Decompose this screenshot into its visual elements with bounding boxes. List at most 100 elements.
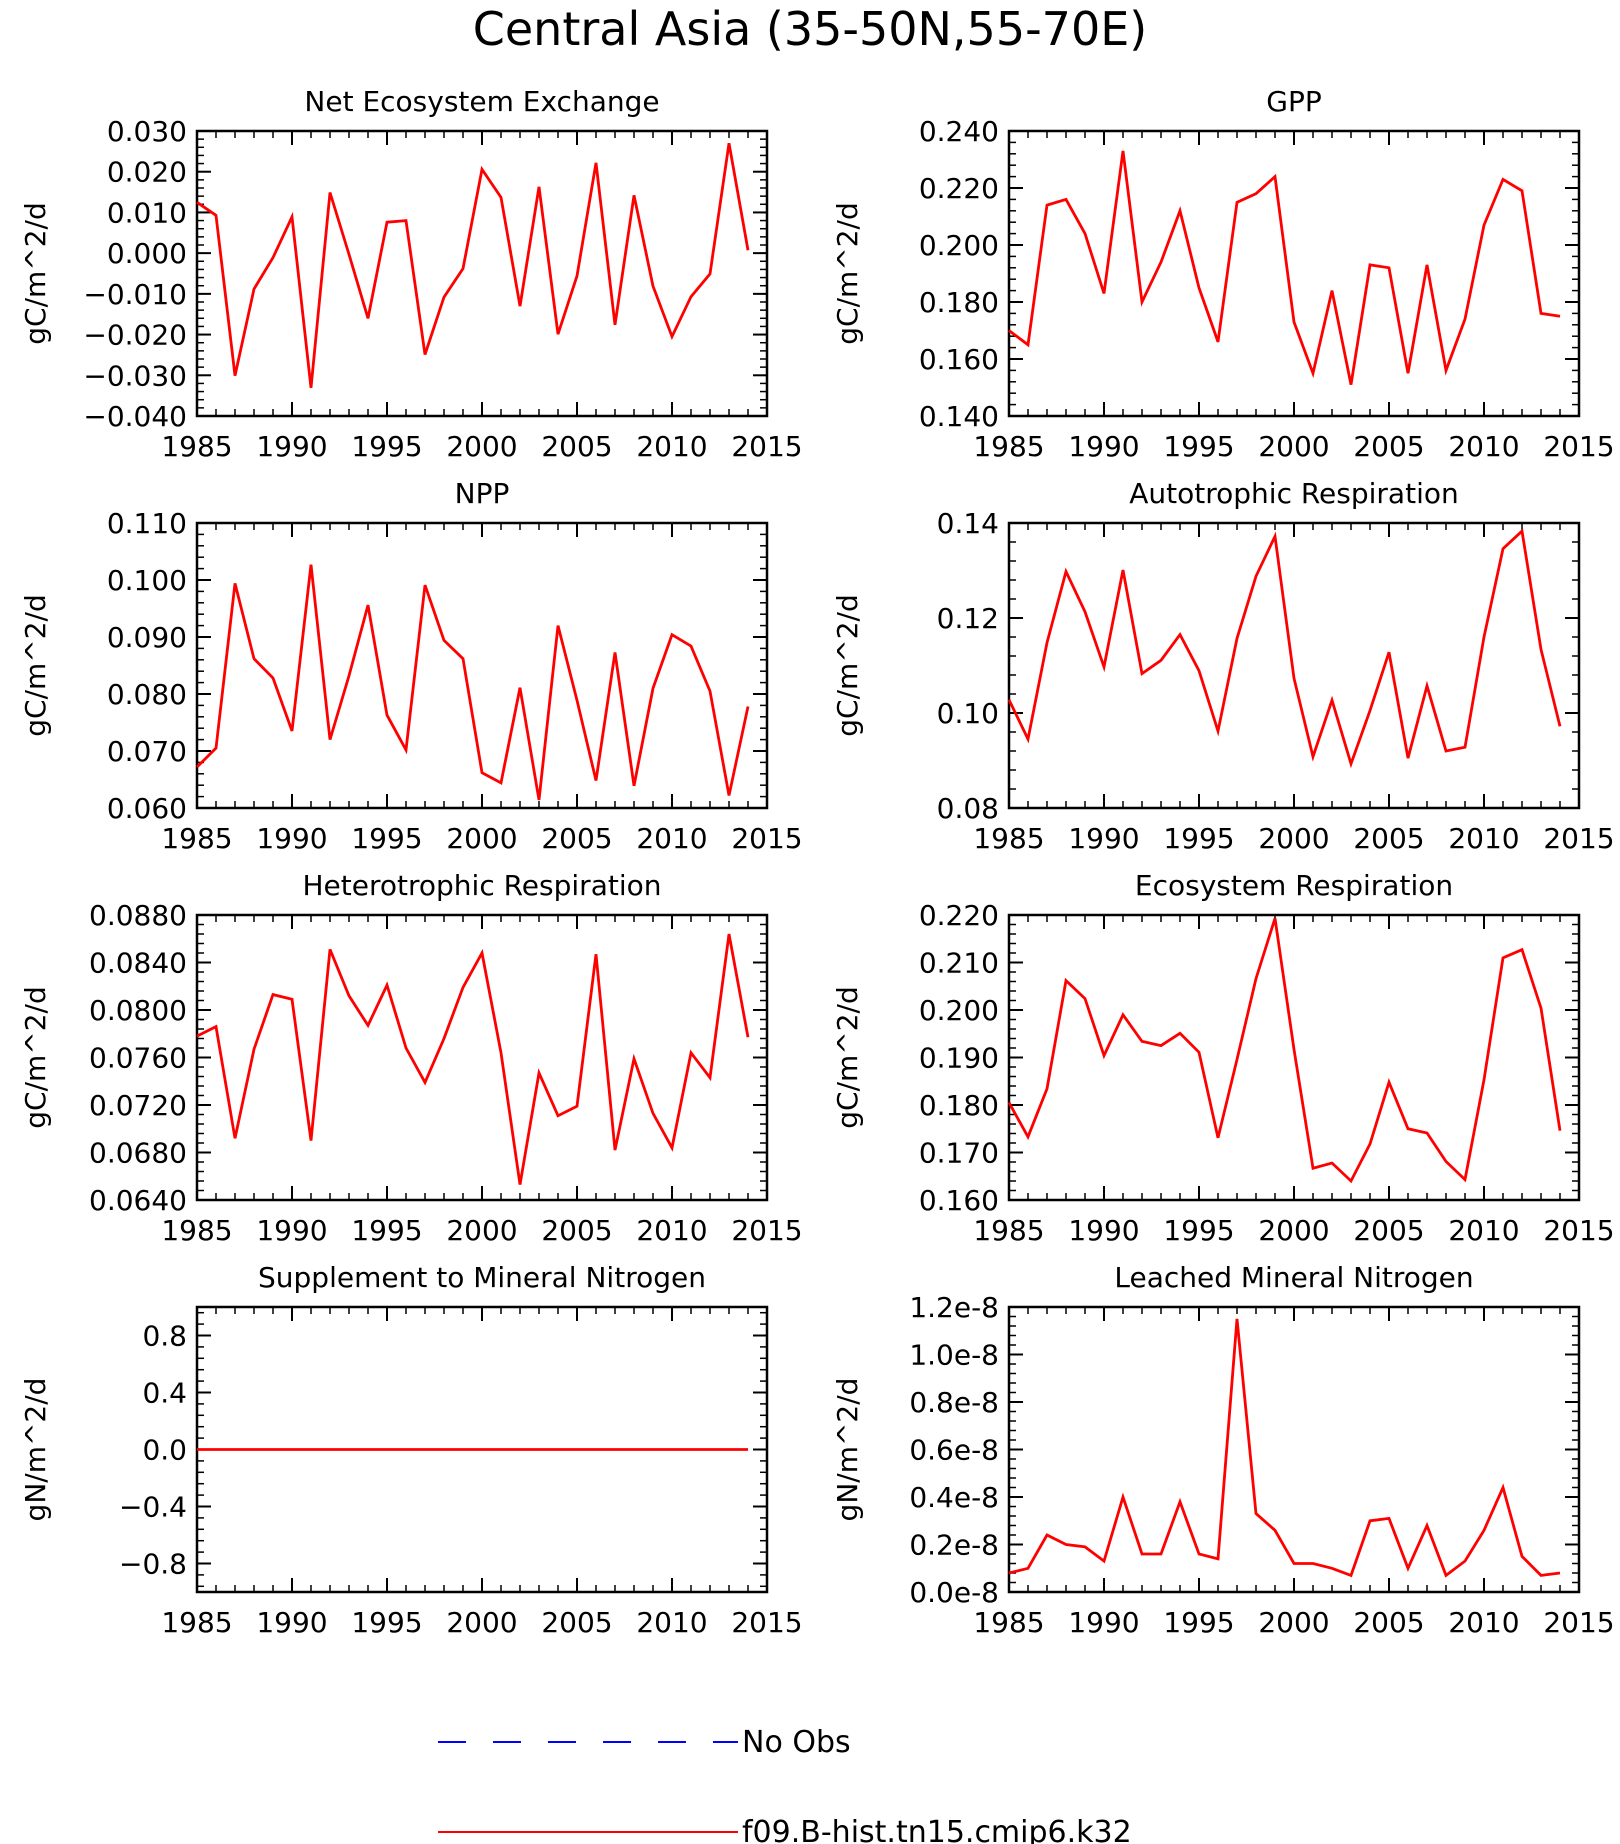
plot-frame: [1007, 1305, 1581, 1594]
y-axis-label: gC/m^2/d: [19, 594, 52, 737]
panel-title: NPP: [455, 477, 510, 510]
panel-4: Autotrophic Respiration 0.08 0.10 0.12 0.14 1…: [831, 477, 1615, 855]
y-tick-label: 0.0840: [89, 947, 187, 980]
y-tick-label: 0.000: [107, 237, 187, 270]
x-tick-label: 2010: [1448, 430, 1519, 463]
y-tick-label: 0.0800: [89, 994, 187, 1027]
x-tick-label: 2000: [1258, 430, 1329, 463]
y-tick-label: 0.12: [937, 602, 999, 635]
y-tick-label: 0.8: [142, 1320, 187, 1353]
panel-8: Leached Mineral Nitrogen 0.0e-8 0.2e-8 0.4e…: [831, 1261, 1615, 1639]
panel-6: Ecosystem Respiration 0.160 0.170 0.180 0.19…: [831, 869, 1615, 1247]
panel-3: NPP 0.060 0.070 0.080 0.090 0.100 0.110 1985 199…: [19, 477, 803, 855]
x-tick-label: 2015: [1543, 822, 1614, 855]
y-tick-label: 0.8e-8: [909, 1386, 999, 1419]
y-tick-label: 0.08: [937, 792, 999, 825]
x-tick-label: 2015: [731, 1214, 802, 1247]
x-tick-label: 2005: [541, 1214, 612, 1247]
y-tick-label: 0.0720: [89, 1089, 187, 1122]
y-tick-label: 0.110: [107, 507, 187, 540]
panel-1: Net Ecosystem Exchange −0.040 −0.030 −0.020…: [19, 85, 803, 463]
panel-title: GPP: [1266, 85, 1321, 118]
x-tick-label: 1990: [256, 1606, 327, 1639]
y-tick-label: 0.020: [107, 156, 187, 189]
y-tick-label: 0.4e-8: [909, 1481, 999, 1514]
panel-5: Heterotrophic Respiration 0.0640 0.0680 0.0…: [19, 869, 803, 1247]
y-tick-label: 0.0880: [89, 899, 187, 932]
y-tick-label: 0.240: [919, 115, 999, 148]
x-tick-label: 1995: [351, 1214, 422, 1247]
y-tick-label: 0.090: [107, 621, 187, 654]
y-tick-label: 0.180: [919, 286, 999, 319]
y-tick-label: 0.6e-8: [909, 1434, 999, 1467]
y-tick-label: 0.200: [919, 994, 999, 1027]
x-tick-label: 2015: [1543, 1606, 1614, 1639]
x-tick-label: 2010: [636, 822, 707, 855]
y-axis-label: gC/m^2/d: [831, 202, 864, 345]
y-tick-label: 0.0640: [89, 1184, 187, 1217]
y-tick-label: 0.0680: [89, 1137, 187, 1170]
x-tick-label: 2000: [1258, 1214, 1329, 1247]
y-axis-label: gN/m^2/d: [831, 1378, 864, 1522]
x-tick-label: 1985: [161, 430, 232, 463]
x-tick-label: 1990: [256, 430, 327, 463]
x-tick-label: 2015: [731, 430, 802, 463]
y-axis-label: gN/m^2/d: [19, 1378, 52, 1522]
x-tick-label: 1990: [1068, 430, 1139, 463]
x-tick-label: 1995: [1163, 430, 1234, 463]
panel-title: Autotrophic Respiration: [1129, 477, 1458, 510]
y-tick-label: 0.220: [919, 899, 999, 932]
y-tick-label: 0.030: [107, 115, 187, 148]
x-tick-label: 2000: [1258, 822, 1329, 855]
x-tick-label: 2000: [446, 822, 517, 855]
x-tick-label: 2000: [446, 1214, 517, 1247]
x-tick-label: 2000: [1258, 1606, 1329, 1639]
legend-label: No Obs: [742, 1725, 851, 1760]
y-tick-label: 0.10: [937, 697, 999, 730]
y-tick-label: 1.2e-8: [909, 1291, 999, 1324]
x-tick-label: 2005: [541, 430, 612, 463]
panels: Net Ecosystem Exchange −0.040 −0.030 −0.020…: [19, 85, 1615, 1639]
x-tick-label: 2010: [1448, 1214, 1519, 1247]
y-tick-label: 0.010: [107, 196, 187, 229]
x-tick-label: 1985: [973, 1214, 1044, 1247]
x-tick-label: 1995: [1163, 822, 1234, 855]
series-line: [196, 933, 750, 1185]
y-tick-label: 0.170: [919, 1137, 999, 1170]
y-tick-label: 0.4: [142, 1377, 187, 1410]
legend-label: f09.B-hist.tn15.cmip6.k32: [742, 1815, 1132, 1844]
panel-title: Supplement to Mineral Nitrogen: [258, 1261, 706, 1294]
x-tick-label: 1990: [256, 1214, 327, 1247]
x-tick-label: 1995: [351, 822, 422, 855]
y-tick-label: 0.140: [919, 400, 999, 433]
y-tick-label: 0.0: [142, 1434, 187, 1467]
y-tick-label: 0.0760: [89, 1042, 187, 1075]
y-tick-label: 0.14: [937, 507, 999, 540]
y-tick-label: 1.0e-8: [909, 1339, 999, 1372]
y-axis-label: gC/m^2/d: [19, 202, 52, 345]
x-tick-label: 2005: [541, 1606, 612, 1639]
x-tick-label: 1985: [161, 1214, 232, 1247]
series-line: [1007, 917, 1562, 1184]
y-tick-label: −0.8: [119, 1548, 187, 1581]
y-tick-label: 0.210: [919, 947, 999, 980]
x-tick-label: 1985: [973, 430, 1044, 463]
x-tick-label: 2005: [1353, 1606, 1424, 1639]
panel-title: Net Ecosystem Exchange: [304, 85, 659, 118]
y-tick-label: 0.070: [107, 735, 187, 768]
y-tick-label: 0.2e-8: [909, 1529, 999, 1562]
x-tick-label: 2015: [1543, 1214, 1614, 1247]
x-tick-label: 2005: [1353, 1214, 1424, 1247]
legend: No Obs f09.B-hist.tn15.cmip6.k32: [438, 1725, 1132, 1844]
series-line: [1008, 1318, 1561, 1578]
x-tick-label: 2010: [636, 1606, 707, 1639]
y-tick-label: −0.020: [83, 319, 187, 352]
y-tick-label: −0.030: [83, 359, 187, 392]
x-tick-label: 1985: [161, 1606, 232, 1639]
x-tick-label: 2005: [1353, 430, 1424, 463]
y-tick-label: 0.220: [919, 172, 999, 205]
y-tick-label: 0.100: [107, 564, 187, 597]
x-tick-label: 1995: [1163, 1606, 1234, 1639]
x-tick-label: 1990: [1068, 1606, 1139, 1639]
x-tick-label: 1995: [1163, 1214, 1234, 1247]
